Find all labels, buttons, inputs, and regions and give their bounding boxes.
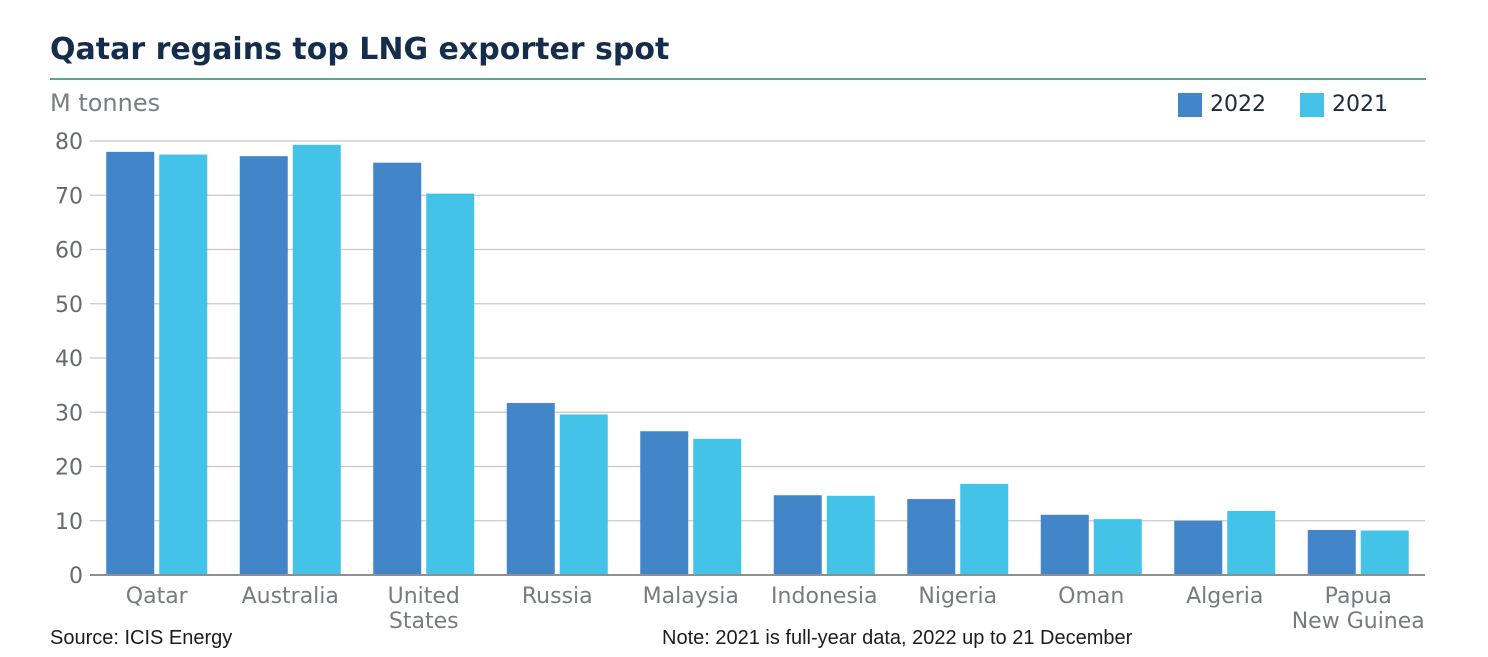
bar-2021	[159, 154, 208, 575]
bar-2022	[640, 431, 689, 575]
bar-2022	[907, 499, 956, 575]
bar-2021	[1093, 519, 1142, 575]
x-tick-label: Indonesia	[771, 584, 877, 609]
y-tick-label: 40	[55, 347, 83, 372]
x-tick-label: Malaysia	[643, 584, 739, 609]
x-tick-label: United	[388, 584, 460, 609]
bar-2021	[826, 495, 875, 575]
legend-item-2022: 2022	[1178, 92, 1266, 117]
y-tick-label: 50	[55, 293, 83, 318]
bar-2022	[773, 495, 822, 575]
y-tick-label: 80	[55, 130, 83, 155]
x-tick-label: New Guinea	[1292, 609, 1425, 634]
legend-swatch-2021	[1300, 92, 1324, 117]
bar-2021	[292, 144, 341, 576]
x-tick-label: Australia	[242, 584, 339, 609]
bar-2021	[1360, 530, 1409, 575]
y-tick-label: 30	[55, 401, 83, 426]
legend-item-2021: 2021	[1300, 92, 1388, 117]
bar-2022	[1040, 514, 1089, 575]
source-text: Source: ICIS Energy	[50, 627, 233, 649]
x-tick-label: States	[389, 609, 459, 634]
bar-2021	[960, 483, 1009, 575]
y-tick-label: 20	[55, 456, 83, 481]
legend: 2022 2021	[1178, 92, 1422, 117]
bar-2022	[373, 162, 422, 575]
bar-2022	[1174, 520, 1223, 575]
chart-title: Qatar regains top LNG exporter spot	[50, 32, 670, 67]
y-tick-label: 10	[55, 510, 83, 535]
legend-label-2021: 2021	[1332, 92, 1388, 117]
y-tick-label: 0	[69, 564, 83, 589]
bar-2022	[239, 156, 288, 575]
bar-2022	[106, 151, 155, 575]
x-tick-label: Qatar	[126, 584, 189, 609]
bar-2021	[426, 193, 475, 575]
legend-swatch-2022	[1178, 92, 1202, 117]
x-tick-label: Papua	[1325, 584, 1392, 609]
y-tick-label: 60	[55, 239, 83, 264]
bar-2022	[506, 403, 555, 575]
x-tick-label: Oman	[1058, 584, 1124, 609]
bar-2021	[559, 414, 608, 575]
note-text: Note: 2021 is full-year data, 2022 up to…	[662, 627, 1133, 649]
y-axis-label: M tonnes	[50, 89, 161, 117]
x-tick-label: Russia	[522, 584, 593, 609]
bar-2021	[1227, 510, 1276, 575]
bar-2022	[1307, 529, 1356, 575]
title-rule	[50, 78, 1426, 80]
x-tick-label: Algeria	[1186, 584, 1263, 609]
bar-2021	[693, 438, 742, 575]
x-tick-label: Nigeria	[918, 584, 997, 609]
legend-label-2022: 2022	[1210, 92, 1266, 117]
y-tick-label: 70	[55, 184, 83, 209]
